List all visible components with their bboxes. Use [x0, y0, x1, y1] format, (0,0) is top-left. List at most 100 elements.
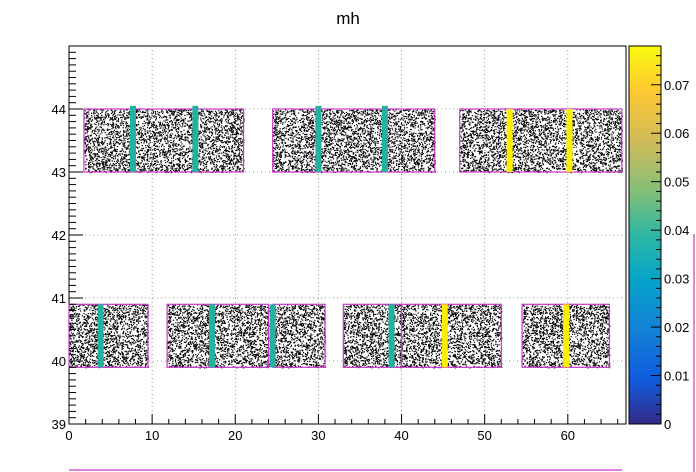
data-point: [403, 134, 405, 136]
data-point: [156, 129, 158, 131]
data-point: [223, 162, 225, 164]
data-point: [287, 163, 290, 165]
data-point: [175, 124, 177, 126]
data-point: [160, 165, 162, 168]
data-point: [233, 112, 235, 114]
data-point: [158, 114, 160, 117]
data-point: [227, 153, 229, 155]
data-point: [166, 152, 168, 154]
data-point: [305, 139, 307, 141]
data-point: [368, 154, 370, 156]
data-point: [125, 137, 127, 140]
data-point: [204, 163, 206, 165]
data-point: [431, 136, 433, 138]
data-point: [393, 125, 395, 127]
data-point: [410, 116, 412, 118]
data-point: [229, 130, 231, 132]
data-point: [148, 149, 150, 151]
data-point: [236, 148, 238, 150]
data-point: [216, 151, 218, 153]
data-point: [146, 140, 148, 142]
data-point: [115, 131, 117, 133]
data-point: [375, 151, 377, 153]
data-point: [164, 153, 166, 155]
data-point: [401, 146, 403, 148]
data-point: [230, 115, 232, 117]
data-point: [179, 125, 181, 127]
data-point: [279, 156, 281, 158]
data-point: [366, 167, 368, 169]
data-point: [335, 154, 337, 156]
data-point: [105, 160, 107, 162]
data-point: [380, 128, 382, 130]
data-point: [180, 141, 182, 143]
data-point: [163, 133, 165, 135]
data-point: [90, 115, 93, 117]
data-point: [229, 160, 231, 162]
data-point: [273, 135, 275, 137]
data-point: [201, 151, 203, 153]
data-point: [165, 121, 167, 123]
data-point: [286, 130, 288, 132]
data-point: [350, 138, 352, 140]
data-point: [276, 153, 278, 155]
data-point: [376, 141, 378, 143]
data-point: [89, 149, 91, 152]
data-point: [312, 151, 314, 153]
data-point: [167, 128, 169, 130]
data-point: [104, 140, 106, 142]
data-point: [176, 135, 178, 137]
data-point: [94, 154, 96, 156]
data-point: [161, 110, 163, 112]
data-point: [407, 165, 409, 167]
data-point: [276, 144, 278, 146]
data-point: [97, 132, 99, 134]
data-point: [180, 137, 182, 139]
data-point: [106, 144, 108, 147]
data-point: [116, 130, 118, 132]
data-point: [344, 161, 346, 163]
data-point: [163, 138, 166, 140]
data-point: [217, 116, 220, 118]
data-point: [205, 139, 207, 141]
data-point: [370, 168, 372, 170]
data-point: [202, 111, 204, 113]
data-point: [228, 169, 231, 171]
data-point: [153, 164, 155, 166]
data-point: [238, 154, 240, 156]
data-point: [238, 129, 240, 131]
data-point: [119, 114, 121, 116]
data-point: [323, 148, 325, 150]
data-point: [107, 158, 110, 160]
data-point: [155, 152, 158, 154]
data-point: [301, 114, 303, 116]
data-point: [234, 138, 236, 140]
data-point: [404, 137, 406, 140]
data-point: [372, 153, 375, 155]
data-point: [334, 122, 336, 124]
data-point: [153, 127, 155, 129]
data-point: [173, 142, 175, 144]
data-point: [346, 157, 348, 159]
data-point: [226, 163, 228, 165]
data-point: [202, 147, 204, 149]
data-point: [124, 144, 126, 146]
data-point: [215, 144, 217, 146]
data-point: [423, 115, 425, 117]
data-point: [147, 138, 149, 140]
data-point: [432, 158, 434, 160]
data-point: [100, 126, 102, 128]
data-point: [173, 113, 175, 115]
data-point: [200, 126, 202, 128]
data-point: [283, 139, 285, 141]
data-point: [174, 144, 176, 146]
data-point: [337, 110, 339, 112]
data-point: [242, 139, 244, 141]
data-point: [106, 128, 109, 130]
data-point: [283, 110, 285, 113]
data-point: [109, 135, 111, 138]
data-point: [147, 155, 149, 157]
data-point: [216, 148, 218, 150]
data-point: [354, 161, 357, 163]
data-point: [104, 113, 107, 115]
